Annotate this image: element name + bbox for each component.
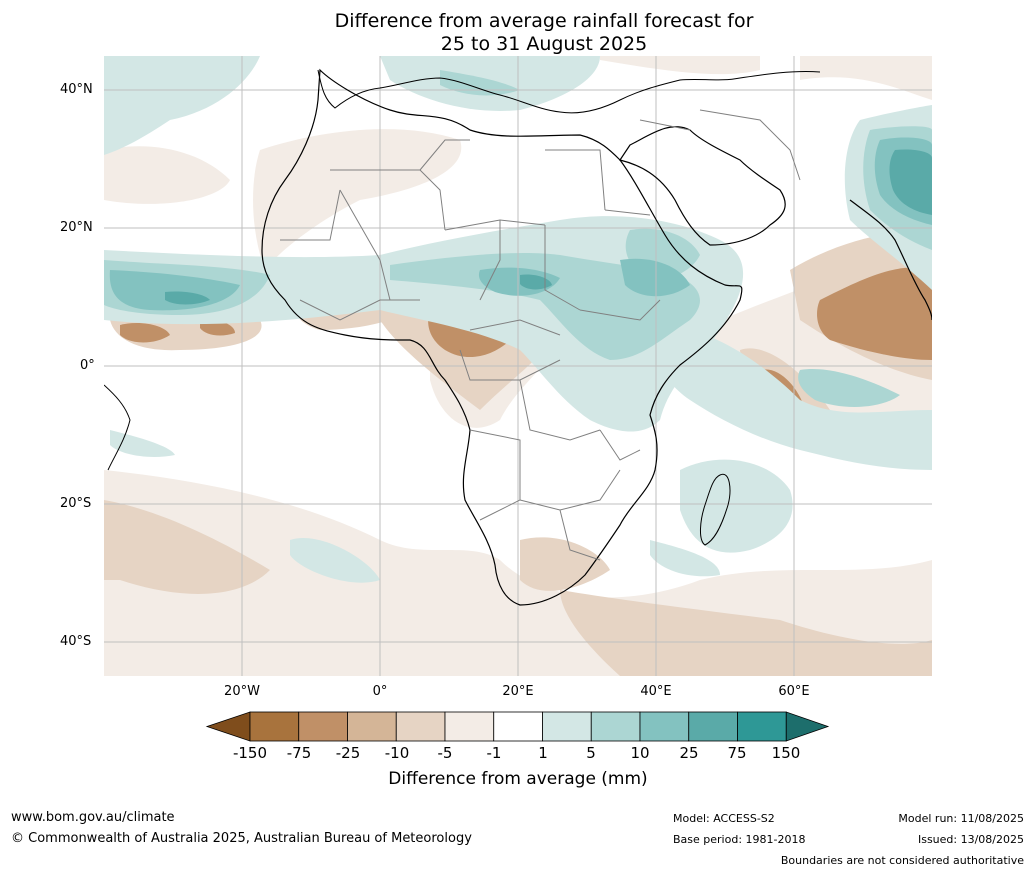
footer-boundaries-note: Boundaries are not considered authoritat…	[780, 854, 1024, 867]
lat-label-40n: 40°N	[60, 82, 93, 97]
africa-coastline	[261, 68, 743, 606]
lat-label-20s: 20°S	[60, 496, 92, 511]
madagascar-coastline	[700, 473, 731, 546]
lon-label-0: 0°	[372, 684, 388, 699]
lon-label-60e: 60°E	[778, 684, 810, 699]
colorbar-swatch	[688, 711, 738, 742]
colorbar-tick-label: -5	[437, 744, 453, 762]
colorbar-tick-label: 75	[727, 744, 747, 762]
colorbar-tick-label: 5	[586, 744, 596, 762]
colorbar-swatch	[298, 711, 348, 742]
colorbar-title: Difference from average (mm)	[388, 769, 648, 789]
colorbar	[205, 711, 830, 742]
colorbar-tick-label: -25	[335, 744, 361, 762]
colorbar-swatch	[347, 711, 397, 742]
colorbar-tick-label: 150	[771, 744, 801, 762]
colorbar-extend-low	[205, 711, 251, 742]
lon-label-20w: 20°W	[224, 684, 260, 699]
colorbar-swatch	[590, 711, 641, 742]
colorbar-tick-label: -1	[486, 744, 502, 762]
south-america-coastline	[104, 384, 131, 471]
lat-label-20n: 20°N	[60, 220, 93, 235]
colorbar-tick-label: -75	[286, 744, 312, 762]
map-title-line-1: Difference from average rainfall forecas…	[334, 10, 754, 32]
colorbar-swatch	[395, 711, 446, 742]
lat-label-40s: 40°S	[60, 634, 92, 649]
colorbar-swatch	[737, 711, 787, 742]
country-boundaries	[280, 109, 801, 561]
footer-copyright: © Commonwealth of Australia 2025, Austra…	[11, 831, 472, 846]
graticule	[104, 56, 932, 676]
colorbar-tick-label: -150	[232, 744, 268, 762]
colorbar-swatch	[639, 711, 690, 742]
colorbar-tick-label: -10	[384, 744, 410, 762]
colorbar-tick-label: 10	[630, 744, 650, 762]
wet-anomaly-very-strong	[165, 149, 932, 305]
colorbar-swatch	[542, 711, 592, 742]
footer-model-run: Model run: 11/08/2025	[898, 812, 1024, 825]
colorbar-swatch	[493, 711, 543, 742]
colorbar-tick-label: 1	[538, 744, 548, 762]
colorbar-tick-label: 25	[679, 744, 699, 762]
colorbar-swatch	[444, 711, 495, 742]
europe-coastline	[317, 69, 821, 114]
lon-label-40e: 40°E	[640, 684, 672, 699]
colorbar-swatch	[249, 711, 300, 742]
india-coastline	[849, 199, 932, 321]
footer-base-period: Base period: 1981-2018	[673, 833, 806, 846]
arabia-coastline	[619, 126, 786, 246]
footer-website: www.bom.gov.au/climate	[11, 810, 175, 825]
lon-label-20e: 20°E	[502, 684, 534, 699]
colorbar-extend-high	[785, 711, 830, 742]
footer-issued: Issued: 13/08/2025	[917, 833, 1024, 846]
map-title-line-2: 25 to 31 August 2025	[440, 33, 648, 55]
footer-model: Model: ACCESS-S2	[673, 812, 775, 825]
lat-label-0: 0°	[80, 358, 95, 373]
